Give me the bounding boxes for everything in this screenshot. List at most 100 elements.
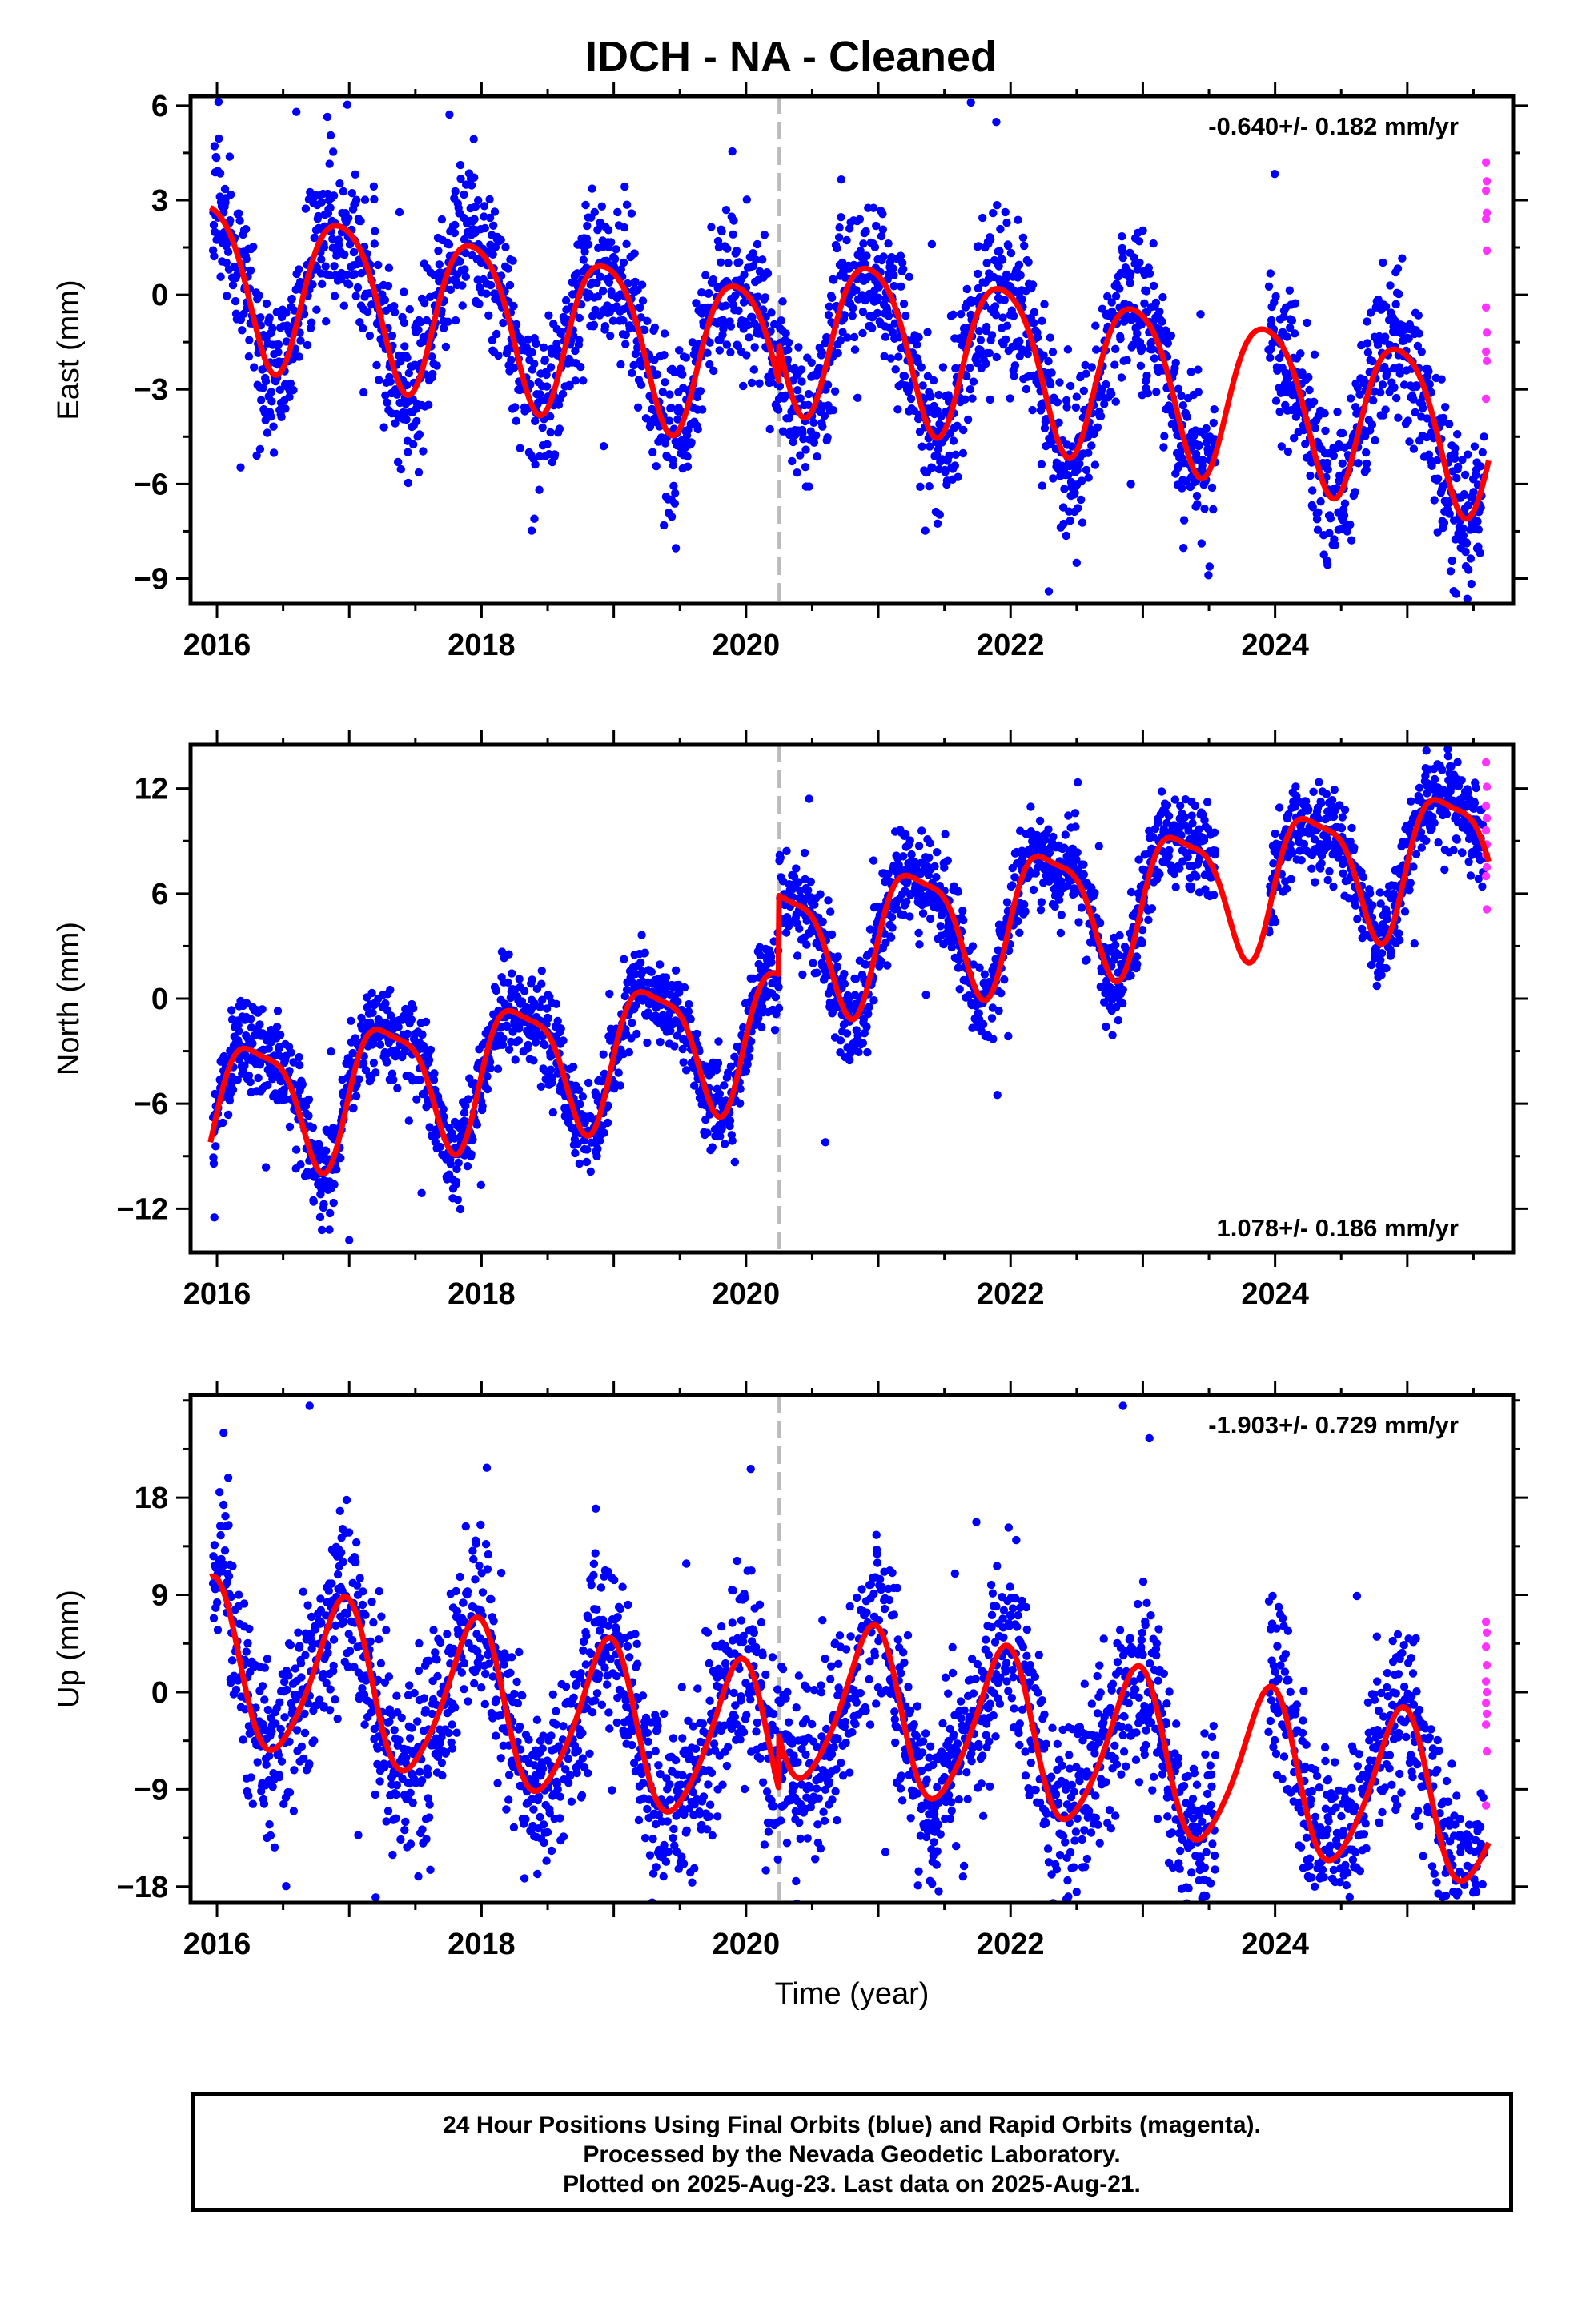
final-orbit-point	[801, 445, 810, 454]
x-tick-label: 2016	[183, 629, 251, 662]
final-orbit-point	[926, 392, 935, 401]
final-orbit-point	[842, 1029, 852, 1038]
final-orbit-point	[1323, 561, 1332, 569]
final-orbit-point	[527, 526, 536, 535]
final-orbit-point	[453, 1195, 462, 1204]
final-orbit-point	[1152, 388, 1161, 396]
final-orbit-point	[673, 415, 682, 424]
final-orbit-point	[380, 296, 390, 304]
final-orbit-point	[304, 1112, 313, 1120]
final-orbit-point	[369, 182, 379, 191]
final-orbit-point	[897, 282, 905, 291]
final-orbit-point	[582, 1157, 592, 1167]
final-orbit-point	[480, 212, 488, 221]
final-orbit-point	[225, 152, 235, 161]
final-orbit-point	[374, 260, 383, 270]
final-orbit-point	[643, 1038, 652, 1047]
final-orbit-point	[1459, 524, 1468, 533]
final-orbit-point	[739, 298, 749, 307]
final-orbit-point	[991, 311, 1001, 320]
final-orbit-point	[703, 1128, 712, 1137]
final-orbit-point	[326, 203, 335, 212]
final-orbit-point	[793, 468, 801, 477]
final-orbit-point	[849, 304, 857, 312]
final-orbit-point	[480, 223, 489, 233]
final-orbit-point	[349, 247, 359, 257]
final-orbit-point	[638, 296, 648, 305]
final-orbit-point	[488, 250, 497, 259]
final-orbit-point	[285, 1122, 295, 1132]
final-orbit-point	[923, 372, 933, 380]
final-orbit-point	[928, 464, 937, 472]
final-orbit-point	[1381, 332, 1390, 341]
final-orbit-point	[1179, 544, 1188, 553]
final-orbit-point	[386, 985, 395, 995]
final-orbit-point	[409, 1003, 418, 1013]
final-orbit-point	[1018, 233, 1028, 242]
final-orbit-point	[1028, 280, 1038, 289]
final-orbit-point	[1103, 292, 1112, 301]
final-orbit-point	[622, 239, 631, 248]
final-orbit-point	[368, 1038, 378, 1047]
final-orbit-point	[461, 272, 470, 281]
final-orbit-point	[869, 203, 878, 212]
final-orbit-point	[1102, 380, 1110, 389]
final-orbit-point	[396, 464, 405, 474]
final-orbit-point	[1115, 931, 1124, 940]
final-orbit-point	[353, 283, 363, 292]
final-orbit-point	[758, 255, 767, 264]
final-orbit-point	[1082, 955, 1091, 964]
final-orbit-point	[774, 1003, 784, 1013]
final-orbit-point	[1122, 356, 1131, 364]
final-orbit-point	[371, 227, 379, 235]
final-orbit-point	[705, 288, 713, 298]
final-orbit-point	[683, 452, 692, 461]
final-orbit-point	[1138, 344, 1147, 352]
final-orbit-point	[793, 386, 802, 395]
final-orbit-point	[1148, 344, 1158, 354]
final-orbit-point	[1057, 911, 1066, 919]
final-orbit-point	[256, 313, 265, 322]
final-orbit-point	[444, 317, 452, 326]
final-orbit-point	[314, 211, 323, 221]
final-orbit-point	[428, 352, 436, 361]
final-orbit-point	[900, 372, 909, 380]
final-orbit-point	[1117, 373, 1126, 382]
final-orbit-point	[402, 380, 412, 390]
final-orbit-point	[234, 1020, 243, 1030]
final-orbit-point	[409, 440, 418, 449]
final-orbit-point	[838, 258, 847, 267]
final-orbit-point	[905, 384, 914, 392]
final-orbit-point	[812, 431, 821, 440]
final-orbit-point	[1464, 565, 1473, 574]
final-orbit-point	[855, 215, 865, 223]
y-tick-label: −3	[134, 373, 168, 407]
final-orbit-point	[705, 338, 714, 347]
final-orbit-point	[255, 291, 263, 300]
final-orbit-point	[1160, 432, 1169, 440]
final-orbit-point	[830, 387, 840, 396]
final-orbit-point	[1351, 403, 1360, 412]
final-orbit-point	[1271, 396, 1281, 405]
final-orbit-point	[1279, 312, 1288, 321]
final-orbit-point	[1209, 418, 1219, 428]
final-orbit-point	[546, 363, 556, 372]
final-orbit-point	[1126, 971, 1135, 980]
final-orbit-point	[561, 296, 571, 305]
final-orbit-point	[1134, 237, 1144, 246]
final-orbit-point	[1437, 375, 1446, 384]
final-orbit-point	[1147, 337, 1156, 347]
final-orbit-point	[1150, 354, 1159, 363]
final-orbit-point	[1084, 448, 1093, 457]
final-orbit-point	[1425, 380, 1435, 388]
final-orbit-point	[1412, 382, 1421, 391]
final-orbit-point	[412, 416, 421, 426]
final-orbit-point	[1464, 501, 1472, 510]
final-orbit-point	[992, 118, 1001, 127]
final-orbit-point	[386, 377, 395, 386]
final-orbit-point	[1006, 248, 1016, 258]
final-orbit-point	[610, 255, 620, 263]
final-orbit-point	[467, 181, 476, 190]
final-orbit-point	[437, 215, 447, 224]
